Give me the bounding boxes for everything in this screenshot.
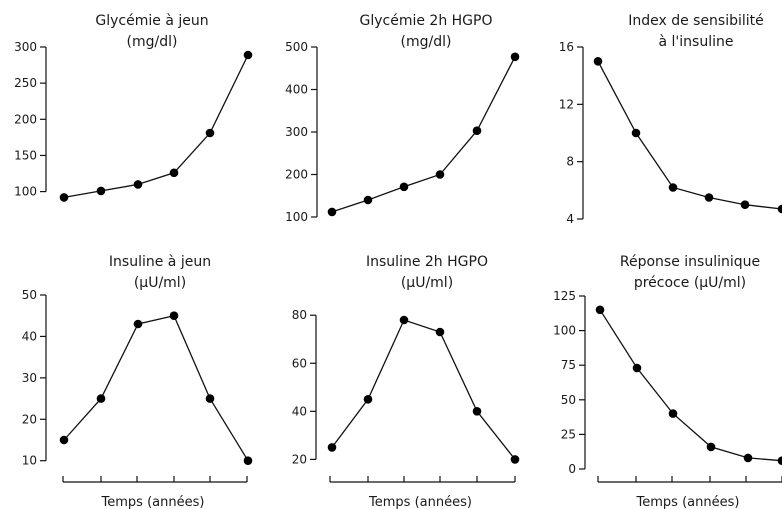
y-tick-label: 200 xyxy=(285,168,308,182)
y-tick-label: 60 xyxy=(292,356,307,370)
y-tick-label: 16 xyxy=(559,40,574,54)
data-point-4 xyxy=(435,170,445,179)
data-point-5 xyxy=(740,200,750,209)
data-point-4 xyxy=(435,327,445,337)
data-point-3 xyxy=(399,182,409,192)
y-tick-label: 50 xyxy=(22,288,37,302)
series-line xyxy=(597,60,782,210)
data-point-3 xyxy=(399,315,409,325)
data-point-2 xyxy=(96,186,106,196)
data-point-1 xyxy=(593,57,603,66)
data-point-4 xyxy=(704,193,714,202)
series-line xyxy=(331,56,516,213)
chart-panel-6: Réponse insulinique précoce (µU/ml) 0 25 50 7… xyxy=(553,254,782,509)
x-axis-label: Temps (années) xyxy=(636,495,740,509)
data-point-2 xyxy=(363,395,373,404)
series-line xyxy=(63,314,249,462)
y-tick-label: 40 xyxy=(22,329,37,343)
y-tick-label: 100 xyxy=(285,210,308,224)
data-point-6 xyxy=(243,50,253,60)
chart-title-line-2: (µU/ml) xyxy=(134,275,186,291)
data-point-4 xyxy=(169,311,179,321)
y-tick-label: 40 xyxy=(292,404,307,418)
data-point-6 xyxy=(777,456,782,465)
data-point-4 xyxy=(169,168,179,178)
y-tick-label: 80 xyxy=(292,308,307,322)
y-tick-label: 250 xyxy=(14,76,37,90)
y-tick-label: 125 xyxy=(553,289,576,303)
y-tick-label: 400 xyxy=(285,83,308,97)
data-point-2 xyxy=(96,394,106,403)
data-point-1 xyxy=(327,443,337,452)
y-tick-label: 30 xyxy=(22,371,37,385)
y-tick-label: 100 xyxy=(14,185,37,199)
data-point-5 xyxy=(205,128,215,138)
chart-title-line-2: (mg/dl) xyxy=(401,34,452,50)
data-point-3 xyxy=(668,409,678,418)
chart-title-line-2: (µU/ml) xyxy=(401,275,453,291)
data-point-1 xyxy=(59,435,69,445)
chart-title-line-1: Index de sensibilité xyxy=(628,13,764,29)
data-point-6 xyxy=(510,455,520,464)
y-tick-label: 10 xyxy=(22,454,37,468)
chart-title-line-2: (mg/dl) xyxy=(127,34,178,50)
data-point-2 xyxy=(632,363,642,373)
data-point-6 xyxy=(243,456,253,466)
data-point-6 xyxy=(777,204,782,214)
series-line xyxy=(63,54,249,199)
chart-title-line-2: à l'insuline xyxy=(659,34,734,50)
chart-title-line-1: Insuline 2h HGPO xyxy=(366,254,488,270)
y-tick-label: 200 xyxy=(14,112,37,126)
chart-panel-4: Insuline à jeun (µU/ml) 10 20 30 40 50 Temps (a… xyxy=(22,254,253,509)
x-axis-label: Temps (années) xyxy=(101,495,205,509)
y-tick-label: 300 xyxy=(285,125,308,139)
y-tick-label: 25 xyxy=(561,427,576,441)
series-line xyxy=(599,309,782,462)
y-tick-label: 100 xyxy=(553,324,576,338)
chart-title-line-2: précoce (µU/ml) xyxy=(634,275,746,291)
chart-panel-5: Insuline 2h HGPO (µU/ml) 20 40 60 80 Temps (an… xyxy=(292,254,520,509)
chart-title-line-1: Insuline à jeun xyxy=(109,254,211,270)
y-tick-label: 300 xyxy=(14,40,37,54)
chart-panel-3: Index de sensibilité à l'insuline 4 8 12 16 xyxy=(559,13,782,226)
y-tick-label: 0 xyxy=(568,462,576,476)
data-point-2 xyxy=(631,128,641,138)
y-tick-label: 150 xyxy=(14,148,37,162)
chart-title-line-1: Glycémie 2h HGPO xyxy=(360,13,493,29)
data-point-6 xyxy=(510,52,520,62)
data-point-5 xyxy=(472,407,482,416)
data-point-2 xyxy=(363,195,373,205)
data-point-5 xyxy=(743,453,753,463)
chart-title-line-1: Glycémie à jeun xyxy=(95,13,208,29)
data-point-5 xyxy=(205,394,215,403)
y-tick-label: 12 xyxy=(559,97,574,111)
y-tick-label: 20 xyxy=(22,412,37,426)
chart-title-line-1: Réponse insulinique xyxy=(620,254,760,270)
y-tick-label: 8 xyxy=(566,155,574,169)
data-point-3 xyxy=(133,319,143,329)
y-tick-label: 20 xyxy=(292,452,307,466)
y-tick-label: 4 xyxy=(566,212,574,226)
data-point-1 xyxy=(327,207,337,217)
y-tick-label: 75 xyxy=(561,358,576,372)
data-point-1 xyxy=(59,193,69,202)
data-point-4 xyxy=(706,442,716,452)
data-point-1 xyxy=(595,305,605,315)
series-line xyxy=(331,319,516,460)
x-axis-label: Temps (années) xyxy=(368,495,472,509)
data-point-3 xyxy=(133,180,143,189)
chart-panel-2: Glycémie 2h HGPO (mg/dl) 100 200 300 400 500 xyxy=(285,13,520,224)
chart-panel-1: Glycémie à jeun (mg/dl) 100 150 200 250 300 xyxy=(14,13,253,202)
data-point-5 xyxy=(472,126,482,135)
data-point-3 xyxy=(668,183,678,192)
y-tick-label: 500 xyxy=(285,40,308,54)
y-tick-label: 50 xyxy=(561,393,576,407)
